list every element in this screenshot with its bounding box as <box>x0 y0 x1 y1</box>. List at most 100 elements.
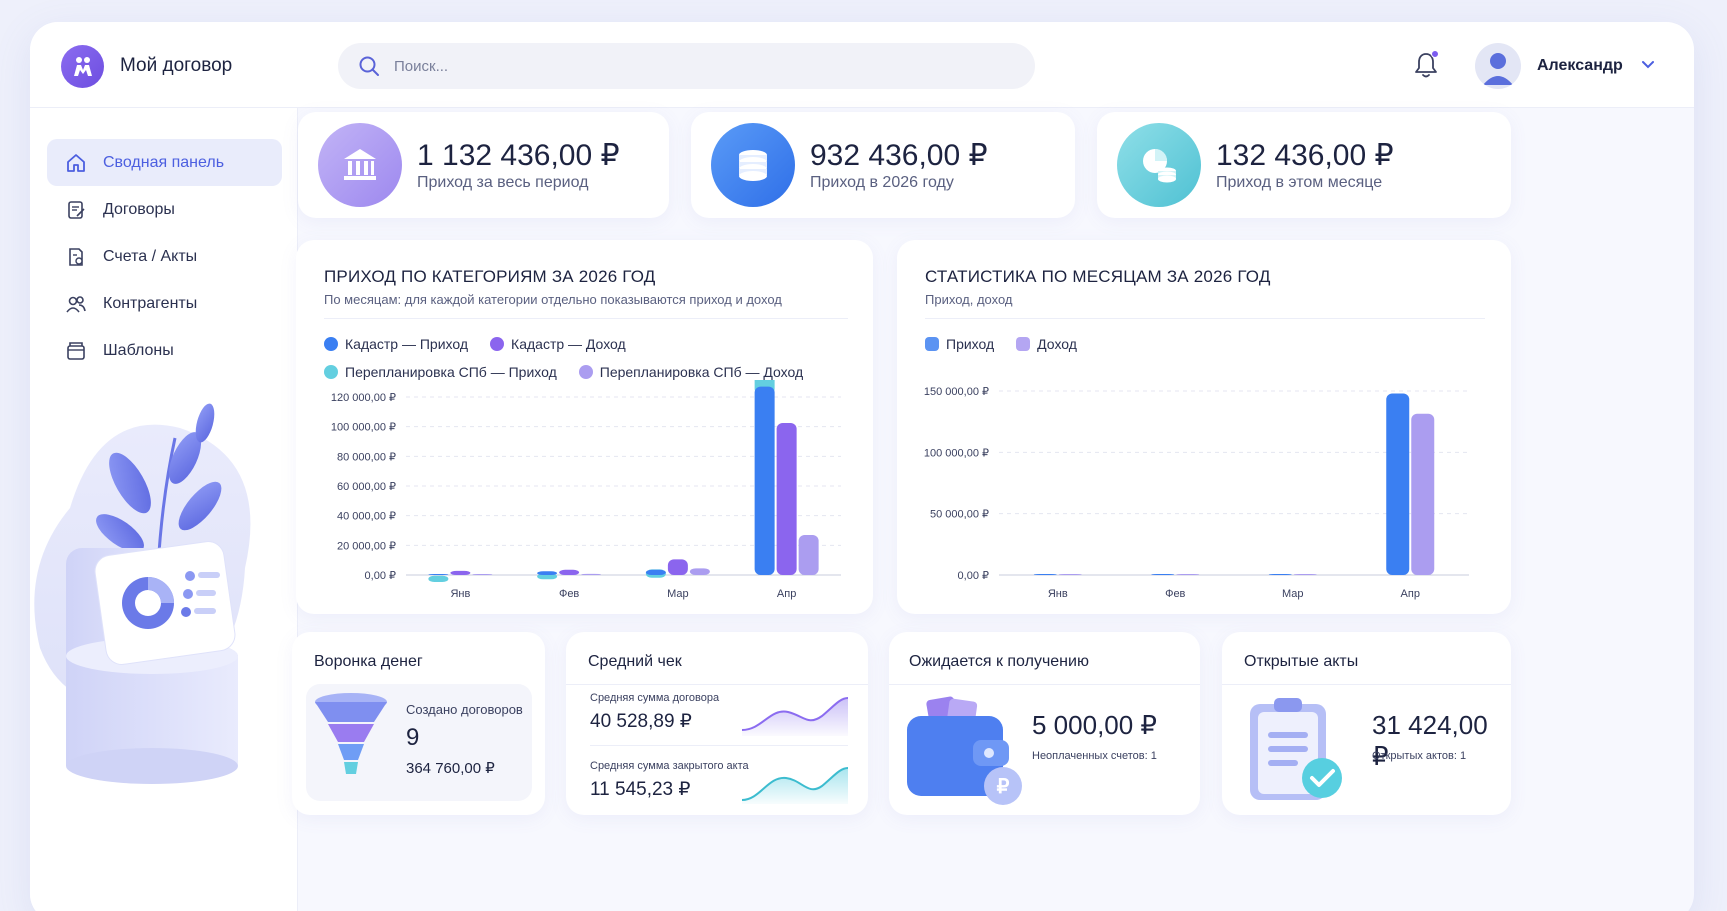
open-acts-value: 31 424,00 ₽ <box>1372 710 1488 771</box>
legend-item[interactable]: Перепланировка СПб — Доход <box>578 364 804 380</box>
bar[interactable] <box>667 559 688 575</box>
bar[interactable] <box>689 568 710 575</box>
categories-bar-chart: 0,00 ₽ 20 000,00 ₽ 40 000,00 ₽ 60 000,00 ₽ 8… <box>331 380 841 600</box>
sidebar-item-invoices[interactable]: Счета / Акты <box>47 233 282 280</box>
divider <box>566 684 868 685</box>
bar[interactable] <box>428 575 449 582</box>
bar[interactable] <box>537 571 558 575</box>
stat-card-year: 932 436,00 ₽ Приход в 2026 году <box>691 112 1075 218</box>
users-icon <box>65 293 87 315</box>
bar[interactable] <box>537 573 558 580</box>
pie-coins-icon <box>1117 123 1201 207</box>
legend-swatch <box>925 337 939 351</box>
legend-swatch <box>578 365 593 379</box>
invoice-icon <box>65 246 87 268</box>
expected-card: Ожидается к получению ₽ 5 000,00 ₽ Неопл… <box>889 632 1200 815</box>
search-bar[interactable] <box>338 43 1035 89</box>
bar[interactable] <box>472 574 493 575</box>
top-header: Мой договор Александр <box>30 22 1694 108</box>
legend-item[interactable]: Кадастр — Приход <box>324 336 468 352</box>
logo-icon[interactable] <box>61 45 104 88</box>
bar[interactable] <box>450 570 471 575</box>
bar[interactable] <box>1176 574 1200 575</box>
avatar[interactable] <box>1475 43 1521 89</box>
coins-icon <box>711 123 795 207</box>
chart-card-months: СТАТИСТИКА ПО МЕСЯЦАМ ЗА 2026 ГОД Приход… <box>897 240 1511 614</box>
y-tick-label: 80 000,00 ₽ <box>337 451 396 463</box>
card-title: Открытые акты <box>1244 653 1359 670</box>
y-tick-label: 120 000,00 ₽ <box>331 392 396 404</box>
y-tick-label: 100 000,00 ₽ <box>924 447 989 459</box>
y-tick-label: 0,00 ₽ <box>958 570 989 582</box>
notification-dot <box>1431 50 1439 58</box>
chart-legend: Приход Доход <box>925 336 1077 352</box>
chart-subtitle: Приход, доход <box>925 292 1013 307</box>
search-input[interactable] <box>394 55 994 77</box>
legend-swatch <box>324 365 338 379</box>
legend-item[interactable]: Кадастр — Доход <box>490 336 626 352</box>
sidebar-item-counterparties[interactable]: Контрагенты <box>47 280 282 327</box>
bar[interactable] <box>428 574 449 575</box>
funnel-inner: Создано договоров 9 364 760,00 ₽ <box>306 684 532 801</box>
legend-label: Перепланировка СПб — Доход <box>599 364 804 380</box>
legend-swatch <box>324 337 338 351</box>
expected-note: Неоплаченных счетов: 1 <box>1032 750 1157 762</box>
legend-item[interactable]: Приход <box>925 336 994 352</box>
monthly-bar-chart: 0,00 ₽ 50 000,00 ₽ 100 000,00 ₽ 150 000,00 … <box>924 386 1469 600</box>
user-name[interactable]: Александр <box>1537 57 1623 74</box>
legend-swatch <box>490 337 505 351</box>
divider <box>1222 684 1511 685</box>
chart-title: СТАТИСТИКА ПО МЕСЯЦАМ ЗА 2026 ГОД <box>925 267 1271 286</box>
divider <box>925 318 1485 319</box>
legend-label: Доход <box>1037 336 1077 352</box>
notifications-button[interactable] <box>1411 50 1441 80</box>
card-title: Ожидается к получению <box>909 653 1089 670</box>
plant-illustration <box>30 398 298 828</box>
x-tick-label: Фев <box>1165 588 1185 600</box>
bar[interactable] <box>798 534 819 575</box>
bell-icon <box>1411 53 1441 84</box>
y-tick-label: 40 000,00 ₽ <box>337 511 396 523</box>
legend-label: Кадастр — Доход <box>511 336 626 352</box>
y-tick-label: 20 000,00 ₽ <box>337 540 396 552</box>
legend-item[interactable]: Перепланировка СПб — Приход <box>324 364 557 380</box>
sidebar-item-contracts[interactable]: Договоры <box>47 186 282 233</box>
funnel-count: 9 <box>406 724 420 751</box>
stat-value: 132 436,00 ₽ <box>1216 139 1394 172</box>
bar[interactable] <box>776 422 797 575</box>
card-title: Средний чек <box>588 653 682 670</box>
bar[interactable] <box>1151 574 1175 575</box>
sidebar-item-templates[interactable]: Шаблоны <box>47 327 282 374</box>
stat-label: Приход в 2026 году <box>810 174 954 191</box>
legend-item[interactable]: Доход <box>1016 336 1077 352</box>
chart-card-categories: ПРИХОД ПО КАТЕГОРИЯМ ЗА 2026 ГОД По меся… <box>296 240 873 614</box>
y-tick-label: 150 000,00 ₽ <box>924 386 989 398</box>
stat-label: Приход в этом месяце <box>1216 174 1383 191</box>
chart-legend: Кадастр — Приход Кадастр — Доход Перепла… <box>324 336 859 380</box>
bar[interactable] <box>754 386 775 575</box>
bar[interactable] <box>645 569 666 575</box>
bar[interactable] <box>1268 574 1292 575</box>
bar[interactable] <box>559 569 580 575</box>
chart-subtitle: По месяцам: для каждой категории отдельн… <box>324 292 782 307</box>
contract-icon <box>65 199 87 221</box>
bar[interactable] <box>1033 574 1057 575</box>
avg-check-card: Средний чек Средняя сумма договора 40 52… <box>566 632 868 815</box>
funnel-card: Воронка денег Создано договоров 9 364 76… <box>292 632 545 815</box>
folder-icon <box>65 340 87 362</box>
y-tick-label: 50 000,00 ₽ <box>930 509 989 521</box>
bar[interactable] <box>1411 413 1435 575</box>
sidebar-item-dashboard[interactable]: Сводная панель <box>47 139 282 186</box>
bar[interactable] <box>1386 393 1410 575</box>
bar[interactable] <box>1058 574 1082 575</box>
y-tick-label: 100 000,00 ₽ <box>331 422 396 434</box>
bar[interactable] <box>1293 574 1317 575</box>
sidebar-item-label: Договоры <box>103 200 175 218</box>
home-icon <box>65 152 87 174</box>
chevron-down-icon[interactable] <box>1640 56 1656 77</box>
expected-value: 5 000,00 ₽ <box>1032 710 1157 740</box>
stat-value: 1 132 436,00 ₽ <box>417 139 620 172</box>
bar[interactable] <box>581 573 602 575</box>
funnel-amount: 364 760,00 ₽ <box>406 760 495 777</box>
divider <box>590 745 848 746</box>
